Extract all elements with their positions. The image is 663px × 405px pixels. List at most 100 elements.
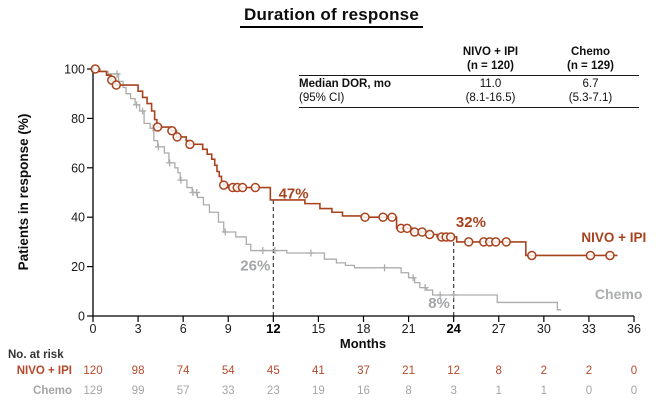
risk-value: 0 (585, 385, 593, 397)
censor-mark-circle (360, 212, 370, 222)
y-tick-label: 40 (71, 211, 85, 225)
ci-label: (95% CI) (299, 91, 345, 104)
percent-label: 47% (279, 186, 309, 203)
x-tick-label: 36 (627, 322, 641, 336)
risk-value: 74 (176, 365, 190, 377)
censor-mark-circle (491, 237, 501, 247)
risk-value: 33 (221, 385, 235, 397)
censor-mark-circle (527, 250, 537, 261)
censor-mark-circle (237, 182, 248, 193)
risk-row-nivo-ipi: NIVO + IPI 120 98 74 54 45 41 37 21 12 8 2 2 0 (0, 365, 663, 380)
nivo-ci-value: (8.1-16.5) (465, 91, 516, 104)
curve-name-label: NIVO + IPI (581, 230, 646, 245)
censor-mark-plus (221, 228, 229, 236)
censor-mark-plus (113, 70, 121, 78)
censor-mark-plus (193, 189, 201, 196)
header-nivo-ipi-n: (n = 120) (467, 59, 514, 72)
censor-mark-plus (133, 101, 141, 109)
x-tick-label: 9 (225, 322, 232, 336)
censor-mark-circle (387, 212, 397, 222)
censor-mark-circle (111, 80, 122, 90)
x-tick-label: 33 (582, 322, 596, 336)
y-tick-label: 100 (64, 63, 85, 77)
risk-value: 0 (630, 385, 638, 397)
censor-mark-circle (463, 237, 474, 247)
censor-mark-circle (501, 237, 512, 247)
risk-value: 2 (540, 365, 548, 377)
x-tick-label: 27 (492, 322, 506, 336)
figure-title-row: Duration of response (0, 5, 663, 28)
censor-mark-plus (177, 176, 185, 184)
header-nivo-ipi-name: NIVO + IPI (462, 46, 519, 58)
risk-value: 98 (131, 365, 145, 377)
percent-label: 26% (240, 257, 270, 274)
censor-mark-plus (139, 107, 147, 115)
risk-value: 2 (585, 365, 593, 377)
censor-mark-circle (172, 132, 182, 142)
risk-value: 23 (266, 385, 280, 397)
censor-mark-circle (378, 212, 388, 222)
header-nivo-ipi: NIVO + IPI (n = 120) (439, 46, 542, 73)
y-tick-label: 60 (71, 161, 85, 175)
censor-mark-plus (154, 143, 162, 151)
censor-mark-plus (421, 284, 429, 292)
x-tick-label: 3 (135, 322, 142, 336)
median-dor-table-header: NIVO + IPI (n = 120) Chemo (n = 129) (299, 46, 639, 76)
risk-value: 37 (357, 365, 370, 377)
censor-mark-plus (307, 249, 315, 257)
censor-mark-plus (409, 274, 417, 282)
chemo-median-value: 6.7 (582, 78, 599, 90)
x-axis-title: Months (340, 336, 386, 351)
censor-mark-plus (450, 291, 458, 299)
percent-label: 8% (428, 295, 450, 312)
censor-mark-circle (605, 250, 615, 261)
x-tick-label: 30 (537, 322, 551, 336)
nivo-median-value: 11.0 (479, 78, 502, 90)
censor-mark-plus (381, 264, 389, 272)
header-chemo: Chemo (n = 129) (542, 46, 639, 73)
censor-mark-plus (436, 291, 444, 299)
header-chemo-name: Chemo (571, 46, 610, 58)
median-dor-label: Median DOR, mo (299, 78, 392, 90)
x-tick-label: 0 (90, 322, 97, 336)
no-at-risk-heading: No. at risk (8, 349, 64, 361)
censor-mark-plus (271, 247, 279, 255)
risk-value: 16 (357, 385, 370, 397)
risk-row-label: Chemo (33, 385, 72, 397)
percent-label: 32% (456, 214, 486, 231)
censor-mark-plus (166, 159, 174, 167)
risk-value: 45 (266, 365, 280, 377)
censor-mark-plus (259, 247, 267, 255)
chemo-ci-value: (5.3-7.1) (568, 91, 613, 104)
risk-value: 41 (312, 365, 325, 377)
risk-row-label: NIVO + IPI (16, 365, 72, 377)
y-axis-title: Patients in response (%) (16, 114, 31, 271)
x-tick-label: 15 (311, 322, 325, 336)
header-chemo-n: (n = 129) (567, 59, 614, 72)
censor-mark-circle (402, 223, 412, 234)
risk-row-chemo: Chemo 129 99 57 33 23 19 16 8 3 1 1 0 0 (0, 385, 663, 400)
nivo-ipi-curve (93, 68, 618, 257)
x-tick-label: 12 (266, 321, 280, 336)
curve-name-label: Chemo (595, 286, 642, 302)
risk-value: 1 (540, 385, 548, 397)
risk-value: 3 (450, 385, 457, 397)
row-label-median-dor: Median DOR, mo (95% CI) (299, 78, 439, 105)
x-tick-label: 24 (446, 321, 461, 336)
x-tick-label: 21 (402, 322, 416, 336)
x-tick-label: 18 (357, 322, 371, 336)
risk-value: 12 (447, 365, 461, 377)
censor-mark-circle (218, 180, 229, 190)
page-title: Duration of response (240, 5, 423, 28)
risk-value: 8 (495, 365, 502, 377)
chemo-curve (93, 68, 562, 311)
risk-value: 99 (131, 385, 145, 397)
censor-mark-circle (167, 126, 177, 136)
median-dor-chemo-value: 6.7 (5.3-7.1) (542, 78, 639, 105)
median-dor-table: NIVO + IPI (n = 120) Chemo (n = 129) Med… (299, 46, 639, 108)
risk-value: 0 (630, 365, 638, 377)
median-dor-nivo-value: 11.0 (8.1-16.5) (439, 78, 542, 105)
risk-value: 57 (176, 385, 190, 397)
